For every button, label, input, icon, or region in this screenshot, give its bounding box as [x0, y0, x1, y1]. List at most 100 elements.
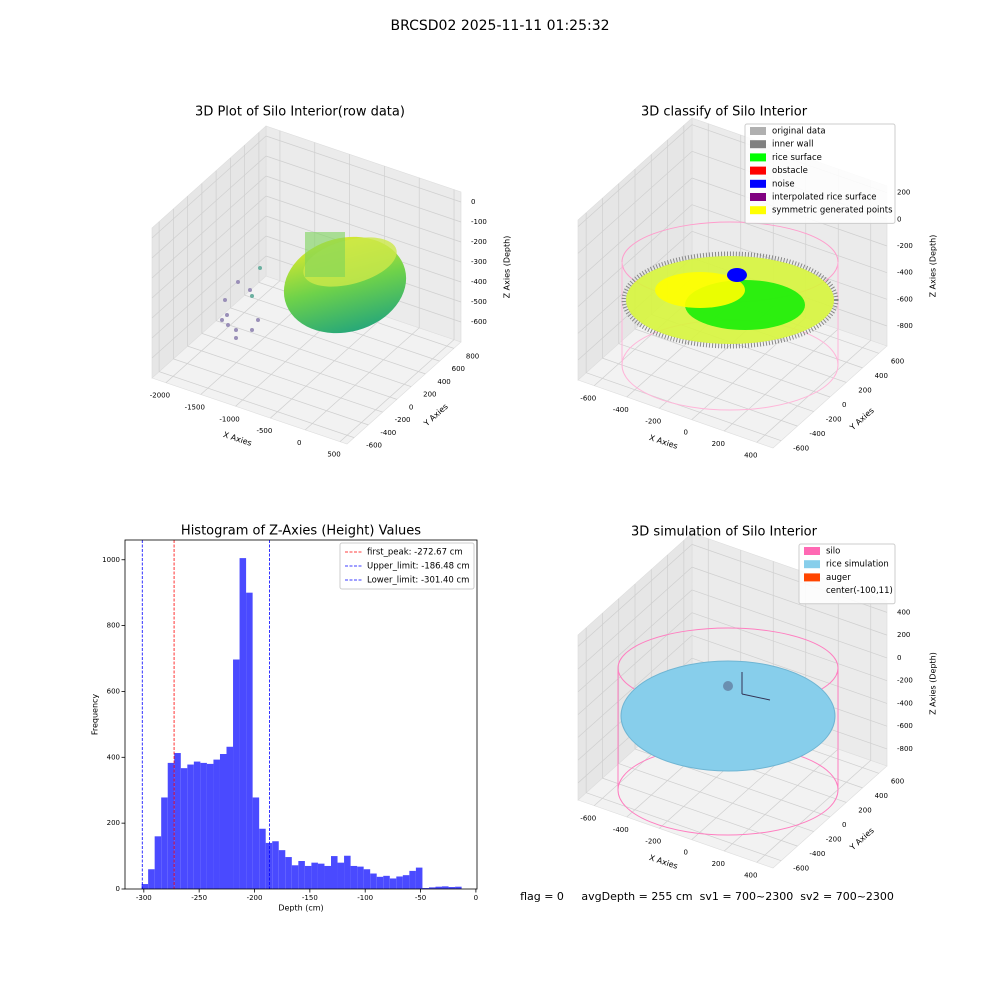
bar	[180, 768, 188, 889]
grid-line	[201, 333, 397, 400]
z-tick-label: -100	[471, 218, 487, 226]
legend-label: silo	[826, 547, 840, 557]
grid-line	[173, 358, 369, 426]
y-tick-label: 800	[107, 622, 120, 630]
grid-line	[339, 339, 455, 442]
y-tick-label: 200	[858, 806, 871, 814]
y-tick-label: 400	[875, 372, 888, 380]
legend-swatch	[750, 153, 766, 162]
grid-line	[577, 124, 693, 227]
grid-line	[602, 777, 798, 847]
bar	[350, 865, 358, 889]
silo-classified	[621, 221, 839, 411]
legend-swatch	[804, 573, 820, 582]
grid-line	[586, 372, 782, 442]
x-tick-label: 0	[297, 439, 301, 447]
z-axis-label: Z Axies (Depth)	[929, 652, 938, 715]
x-tick-label: 500	[327, 451, 340, 459]
bar	[304, 865, 312, 889]
chart-title: 3D simulation of Silo Interior	[631, 525, 818, 540]
legend-swatch	[804, 547, 820, 555]
bar	[206, 763, 214, 889]
x-tick-label: -150	[302, 894, 318, 902]
x-tick-label: -400	[613, 826, 629, 834]
bar	[298, 861, 305, 889]
grid-line	[230, 307, 426, 375]
grid-line	[618, 763, 814, 832]
x-axis-label: X Axies	[648, 433, 679, 451]
bar	[337, 862, 345, 889]
x-tick-label: 400	[744, 871, 757, 879]
bar	[265, 842, 273, 889]
grid-line	[691, 589, 888, 659]
y-tick-label: -200	[826, 836, 842, 844]
bar	[448, 887, 456, 889]
grid-line	[151, 155, 267, 259]
x-tick-label: -50	[415, 894, 426, 902]
y-tick-label: 200	[423, 391, 436, 399]
grid-line	[577, 177, 693, 281]
bar	[193, 761, 201, 889]
y-tick-label: 600	[107, 687, 120, 695]
y-tick-label: -400	[809, 850, 825, 858]
z-tick-label: -600	[471, 318, 487, 326]
grid-line	[265, 155, 462, 223]
bar	[226, 746, 234, 889]
y-tick-label: 0	[409, 403, 413, 411]
x-tick-label: -100	[357, 894, 373, 902]
z-tick-label: -800	[897, 322, 913, 330]
y-tick-label: 600	[452, 365, 465, 373]
grid-line	[151, 215, 267, 319]
bar	[148, 869, 155, 889]
y-tick-label: 800	[466, 352, 479, 360]
bar	[442, 886, 449, 889]
grid-line	[187, 345, 383, 413]
x-tick-label: -400	[613, 406, 629, 414]
bar	[259, 828, 266, 889]
x-tick-label: 0	[474, 894, 478, 902]
silo-simulation	[617, 627, 839, 836]
y-tick-label: 400	[875, 792, 888, 800]
z-tick-label: 200	[897, 631, 910, 639]
chart-title: 3D Plot of Silo Interior(row data)	[195, 105, 405, 120]
x-tick-label: 0	[684, 429, 688, 437]
bar	[324, 865, 331, 889]
grid-line	[151, 235, 267, 339]
legend-label: rice simulation	[826, 560, 889, 570]
bar	[285, 857, 292, 889]
bar	[330, 856, 338, 889]
grid-line	[634, 328, 831, 398]
z-axis-label: Z Axies (Depth)	[929, 235, 938, 298]
bar	[311, 862, 318, 889]
suptitle: BRCSD02 2025-11-11 01:25:32	[390, 18, 609, 34]
grid-line	[691, 635, 888, 704]
legend-swatch	[804, 560, 820, 569]
legend-box	[339, 542, 475, 590]
grid-line	[691, 612, 888, 681]
grid-line	[151, 175, 267, 279]
bar	[272, 841, 279, 889]
legend-label: noise	[772, 179, 795, 189]
y-tick-label: 1000	[102, 556, 120, 564]
z-tick-label: -300	[471, 258, 487, 266]
grid-line	[270, 315, 385, 419]
y-tick-label: -600	[793, 865, 809, 873]
bar	[455, 886, 462, 889]
legend-swatch	[750, 206, 766, 215]
bar	[252, 797, 260, 889]
bar	[213, 759, 220, 889]
outliers	[220, 266, 262, 340]
z-tick-label: 0	[897, 654, 901, 662]
bar	[187, 764, 194, 889]
legend-label: symmetric generated points	[772, 206, 893, 216]
bar	[396, 876, 403, 889]
bar	[435, 886, 443, 889]
bar	[246, 592, 253, 889]
bar	[200, 762, 207, 889]
z-tick-label: 200	[897, 189, 910, 197]
legend-label: interpolated rice surface	[772, 193, 877, 203]
bar	[376, 876, 384, 889]
z-tick-label: 0	[897, 215, 901, 223]
legend-label: obstacle	[772, 166, 808, 176]
cloud	[305, 232, 345, 277]
